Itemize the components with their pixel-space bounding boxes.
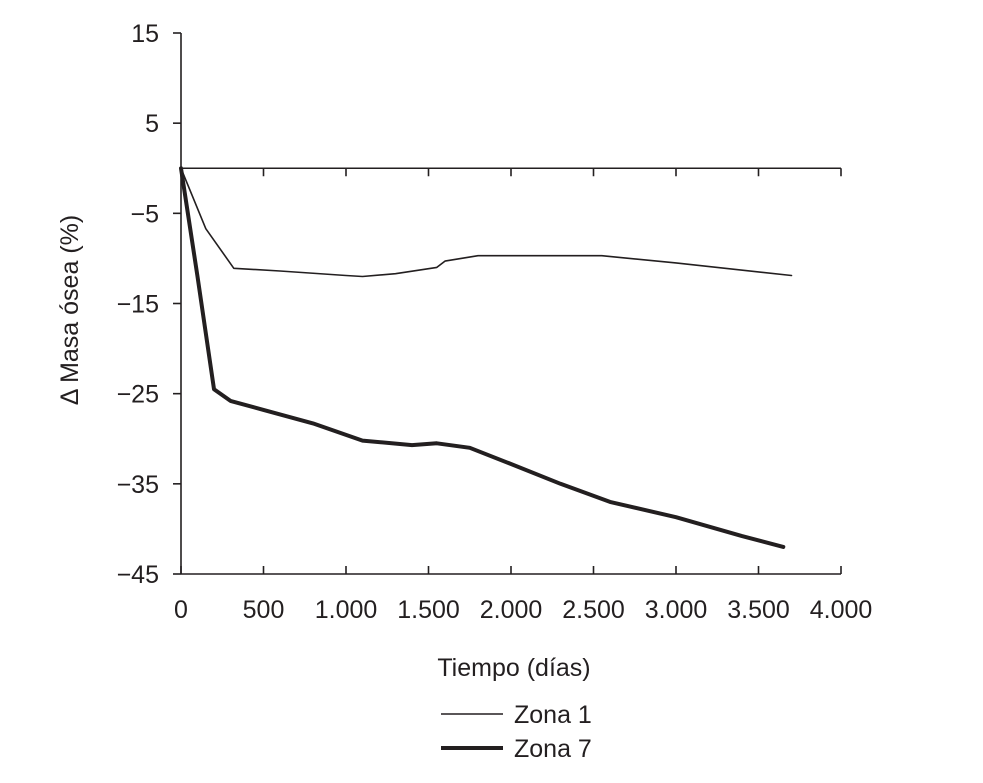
y-tick-label: 15 [131, 20, 159, 48]
series-line-zona-7 [179, 166, 786, 549]
x-tick-label: 0 [174, 596, 188, 624]
x-tick-label: 3.500 [727, 596, 790, 624]
y-axis-title: Δ Masa ósea (%) [56, 215, 84, 405]
y-tick-label: −45 [117, 561, 159, 589]
x-tick-label: 4.000 [810, 596, 873, 624]
x-tick-label: 1.000 [315, 596, 378, 624]
x-axis-title: Tiempo (días) [437, 654, 590, 682]
x-tick-label: 2.500 [562, 596, 625, 624]
x-tick-label: 1.500 [397, 596, 460, 624]
x-tick-label: 3.000 [645, 596, 708, 624]
y-axis: 15 5 −5 −15 −25 −35 −45 [117, 20, 182, 589]
legend-label-zona-7: Zona 7 [514, 735, 592, 763]
series-line-zona-1 [180, 167, 793, 278]
legend-item-zona-7: Zona 7 [441, 735, 592, 763]
y-tick-label: 5 [145, 110, 159, 138]
legend-label-zona-1: Zona 1 [514, 701, 592, 729]
y-tick-label: −35 [117, 471, 159, 499]
x-tick-label: 2.000 [480, 596, 543, 624]
x-tick-label: 500 [243, 596, 285, 624]
y-tick-label: −25 [117, 381, 159, 409]
y-tick-label: −5 [130, 200, 159, 228]
legend: Zona 1 Zona 7 [441, 701, 592, 763]
series-layer [179, 166, 793, 549]
legend-item-zona-1: Zona 1 [441, 701, 592, 729]
x-axis: 0 500 1.000 1.500 2.000 2.500 3.000 3.500 4.000 [174, 168, 872, 624]
y-tick-label: −15 [117, 291, 159, 319]
